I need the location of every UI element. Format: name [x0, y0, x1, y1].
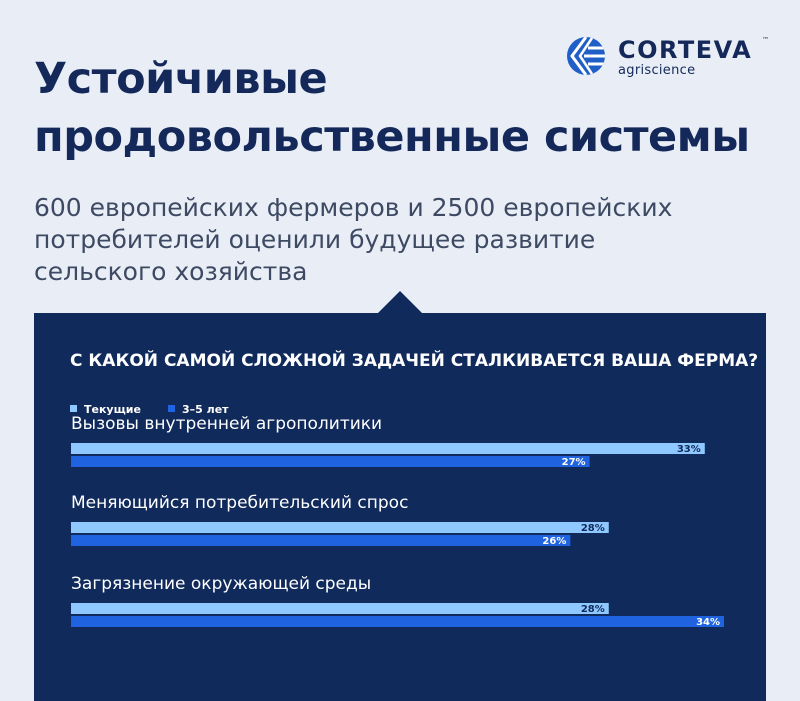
title-line-1: Устойчивые — [34, 54, 328, 104]
bar-value-label: 28% — [581, 604, 605, 615]
legend-label-current: Текущие — [84, 403, 141, 416]
bar-future — [71, 456, 590, 467]
subtitle-line-2: потребителей оценили будущее развитие — [34, 225, 596, 254]
panel-pointer — [378, 291, 422, 313]
logo-subtitle: agriscience — [618, 63, 696, 78]
logo-trademark: ™ — [762, 36, 769, 44]
corteva-globe-icon — [567, 37, 605, 75]
subtitle-line-1: 600 европейских фермеров и 2500 европейс… — [34, 193, 673, 222]
bar-future — [71, 535, 571, 546]
bar-value-label: 28% — [581, 523, 605, 534]
subtitle-line-3: сельского хозяйства — [34, 257, 308, 286]
bar-value-label: 26% — [542, 536, 566, 547]
subtitle: 600 европейских фермеров и 2500 европейс… — [34, 192, 734, 288]
legend-swatch-future — [168, 405, 175, 412]
legend-item-current: Текущие — [70, 403, 141, 416]
page-title: Устойчивые продовольственные системы — [34, 50, 750, 166]
bar-chart: Вызовы внутренней агрополитики 33% 27% Меня… — [71, 414, 724, 628]
chart-panel: С КАКОЙ САМОЙ СЛОЖНОЙ ЗАДАЧЕЙ СТАЛКИВАЕТ… — [34, 313, 766, 701]
bar-value-label: 27% — [562, 457, 586, 468]
bar-value-label: 34% — [696, 617, 720, 628]
bar-future — [71, 616, 724, 627]
category-label: Загрязнение окружающей среды — [71, 574, 371, 594]
bar-current — [71, 603, 609, 614]
bar-current — [71, 443, 705, 454]
legend-item-future: 3–5 лет — [168, 403, 229, 416]
bar-current — [71, 522, 609, 533]
logo-wordmark: CORTEVA — [618, 36, 753, 64]
category-label: Вызовы внутренней агрополитики — [71, 414, 382, 434]
category-label: Меняющийся потребительский спрос — [71, 493, 408, 513]
legend-label-future: 3–5 лет — [182, 403, 229, 416]
legend-swatch-current — [70, 405, 77, 412]
title-line-2: продовольственные системы — [34, 112, 750, 162]
bar-value-label: 33% — [677, 444, 701, 455]
chart-title: С КАКОЙ САМОЙ СЛОЖНОЙ ЗАДАЧЕЙ СТАЛКИВАЕТ… — [70, 351, 759, 371]
corteva-logo: CORTEVA ™ agriscience — [566, 34, 776, 78]
